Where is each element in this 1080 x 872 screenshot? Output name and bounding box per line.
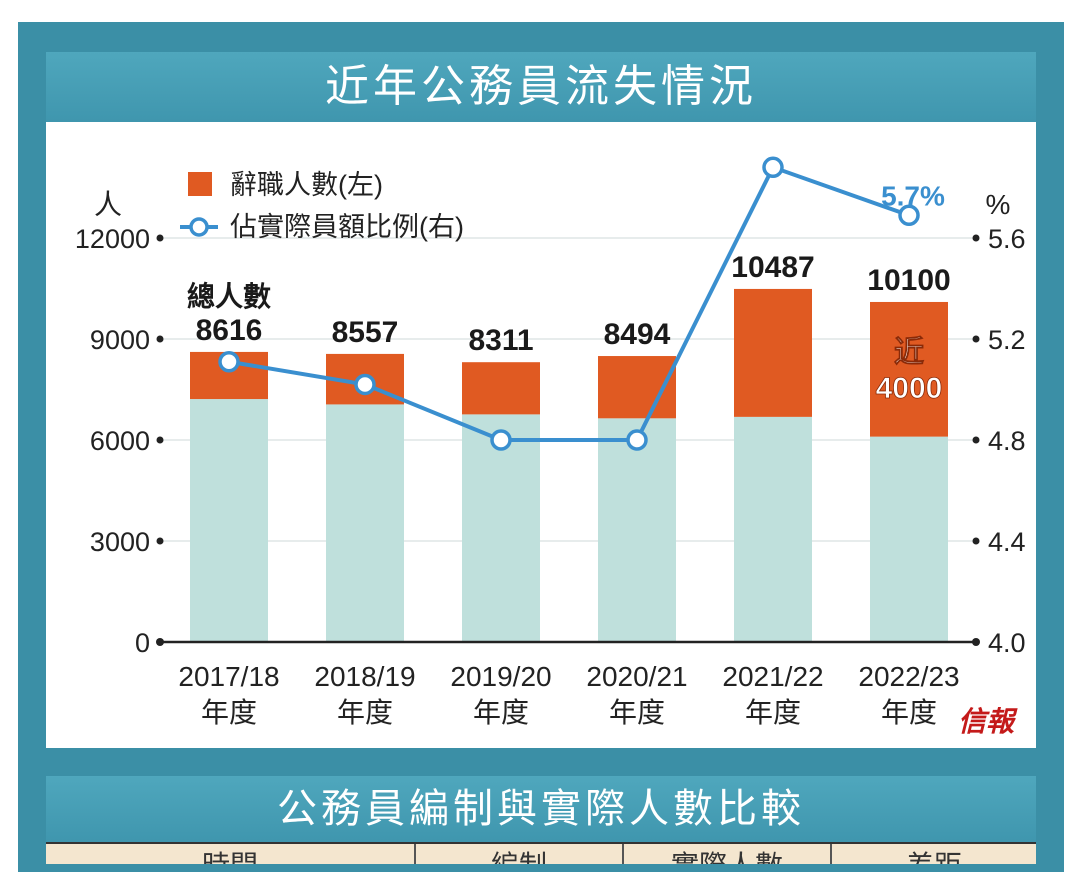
bar-total-label: 10487 [731, 251, 814, 284]
bar-total-label: 8494 [604, 318, 671, 351]
table-header-gap: 差距 [832, 844, 1036, 864]
right-tick-label: 4.0 [988, 628, 1026, 658]
legend-swatch-resignations [188, 172, 212, 196]
left-axis-unit: 人 [94, 189, 122, 220]
chart-area: 8616 8557 8311 8494 10487 10100 總人數 0 3000 6000 90… [46, 122, 1036, 748]
right-tick-label: 4.8 [988, 426, 1026, 456]
ratio-point [218, 350, 240, 373]
right-tick-dot [972, 335, 980, 343]
right-tick-label: 4.4 [988, 527, 1026, 557]
table-header-time: 時間 [46, 844, 416, 864]
x-tick-label: 2020/21 [586, 661, 687, 692]
ratio-point [490, 429, 512, 451]
right-tick-label: 5.2 [988, 325, 1026, 355]
comparison-title: 公務員編制與實際人數比較 [46, 776, 1036, 842]
ratio-point [762, 156, 784, 179]
legend-marker-ratio [189, 217, 209, 237]
left-tick-label: 0 [135, 628, 150, 658]
bar-total-label: 8557 [332, 316, 399, 349]
left-tick-label: 9000 [90, 325, 150, 355]
right-tick-dot [972, 234, 980, 242]
table-header-actual: 實際人數 [624, 844, 832, 864]
x-tick-label: 2017/18 [178, 661, 279, 692]
x-tick-suffix: 年度 [201, 697, 257, 728]
ratio-point [354, 373, 376, 396]
bar-remaining [598, 418, 676, 642]
axis-origin-dot-left [156, 638, 164, 646]
axis-origin-dot-right [972, 638, 980, 646]
left-tick-dot [156, 335, 164, 343]
chart-title: 近年公務員流失情況 [46, 52, 1036, 122]
table-header-establishment: 編制 [416, 844, 624, 864]
bar-total-label: 8311 [468, 324, 533, 357]
x-tick-label: 2018/19 [314, 661, 415, 692]
bar-total-label: 10100 [867, 264, 950, 297]
bar-resignations [734, 288, 812, 417]
bar-total-label: 8616 [196, 314, 263, 347]
bar-resignations [870, 301, 948, 437]
x-tick-label: 2021/22 [722, 661, 823, 692]
legend-label-ratio: 佔實際員額比例(右) [230, 212, 464, 242]
ratio-point [898, 204, 920, 227]
ratio-point [626, 429, 648, 451]
bar-remaining [870, 436, 948, 642]
last-bar-value-label: 4000 [876, 372, 943, 405]
bar-resignations [462, 362, 540, 415]
x-tick-label: 2022/23 [858, 661, 959, 692]
chart-panel: 近年公務員流失情況 8616 8557 8311 8494 10487 10100 總人數 0… [46, 52, 1036, 748]
x-tick-label: 2019/20 [450, 661, 551, 692]
x-tick-suffix: 年度 [881, 697, 937, 728]
left-tick-dot [156, 234, 164, 242]
legend-label-resignations: 辭職人數(左) [230, 170, 383, 200]
source-logo: 信報 [958, 705, 1015, 738]
last-ratio-label: 5.7% [881, 180, 945, 211]
x-tick-suffix: 年度 [473, 697, 529, 728]
ratio-line [228, 164, 910, 442]
right-tick-dot [972, 436, 980, 444]
right-tick-label: 5.6 [988, 224, 1026, 254]
bar-remaining [326, 404, 404, 642]
total-count-label: 總人數 [187, 280, 271, 312]
bar-remaining [734, 416, 812, 642]
comparison-panel: 公務員編制與實際人數比較 時間 編制 實際人數 差距 [46, 776, 1036, 866]
comparison-table-header: 時間 編制 實際人數 差距 [46, 842, 1036, 864]
left-tick-dot [156, 537, 164, 545]
right-axis-unit: % [986, 189, 1011, 220]
x-tick-suffix: 年度 [745, 697, 801, 728]
left-tick-label: 12000 [75, 224, 150, 254]
left-tick-dot [156, 436, 164, 444]
right-tick-dot [972, 537, 980, 545]
bar-remaining [462, 414, 540, 642]
last-bar-near-label: 近 [894, 336, 924, 369]
left-tick-label: 6000 [90, 426, 150, 456]
left-tick-label: 3000 [90, 527, 150, 557]
bar-remaining [190, 399, 268, 642]
chart-svg: 8616 8557 8311 8494 10487 10100 總人數 0 3000 6000 90… [75, 156, 1026, 728]
x-tick-suffix: 年度 [609, 697, 665, 728]
x-tick-suffix: 年度 [337, 697, 393, 728]
